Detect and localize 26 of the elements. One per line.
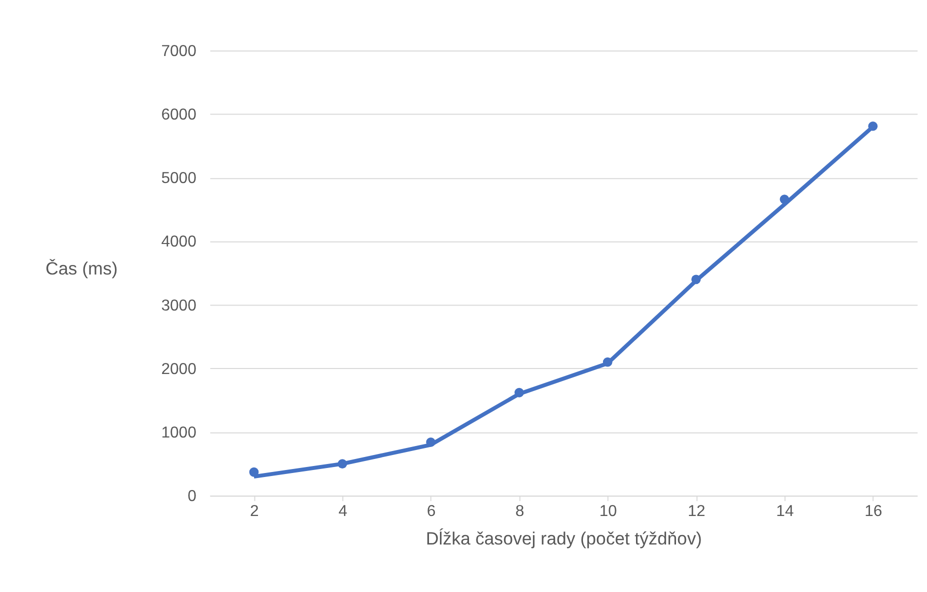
- point: [868, 121, 878, 131]
- point: [602, 357, 612, 367]
- x-tick-label: 12: [688, 502, 706, 520]
- point: [691, 274, 701, 284]
- y-tick-label: 1000: [161, 424, 197, 442]
- y-tick-label: 5000: [161, 170, 197, 188]
- x-tick-label: 2: [250, 502, 259, 520]
- x-tick-label: 14: [776, 502, 794, 520]
- x-tick-label: 16: [864, 502, 882, 520]
- x-tick-label: 10: [599, 502, 618, 520]
- y-tick-label: 6000: [161, 106, 197, 124]
- y-axis-title: Čas (ms): [46, 258, 118, 279]
- point: [249, 467, 259, 477]
- point: [780, 194, 790, 204]
- x-axis-title: Dĺžka časovej rady (počet týždňov): [426, 528, 702, 549]
- point: [514, 388, 524, 398]
- y-tick-label: 0: [188, 488, 197, 506]
- point: [338, 459, 348, 469]
- x-tick-label: 6: [426, 502, 436, 520]
- point: [426, 438, 436, 447]
- x-tick-label: 8: [515, 502, 524, 520]
- y-tick-label: 2000: [161, 360, 197, 378]
- y-tick-label: 3000: [161, 297, 197, 314]
- y-tick-label: 4000: [161, 234, 197, 251]
- x-tick-label: 4: [338, 502, 348, 520]
- y-tick-label: 7000: [161, 42, 197, 60]
